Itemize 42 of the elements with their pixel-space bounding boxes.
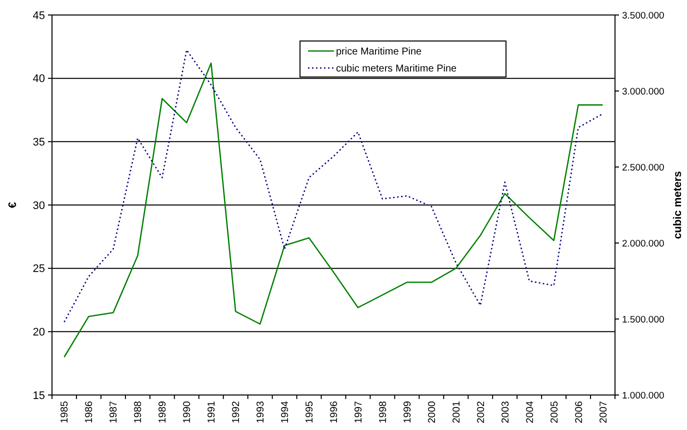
x-tick-label: 2003 <box>500 400 512 424</box>
x-tick-label: 1994 <box>280 400 292 424</box>
line-series <box>64 62 604 358</box>
y-tick-label: 20 <box>32 326 45 339</box>
y-tick-label: 40 <box>32 73 45 86</box>
y2-tick-label: 3.000.000 <box>622 86 664 98</box>
x-tick-label: 2004 <box>524 400 536 424</box>
x-tick-label: 2001 <box>451 400 462 424</box>
x-tick-label: 1992 <box>231 400 242 424</box>
x-tick-label: 1995 <box>304 400 316 424</box>
y2-tick-label: 2.000.000 <box>622 238 664 250</box>
x-tick-label: 2007 <box>598 400 610 424</box>
x-tick-label: 1997 <box>353 400 364 424</box>
y-tick-label: 35 <box>32 136 45 149</box>
legend-label: price Maritime Pine <box>336 46 422 58</box>
x-tick-label: 1993 <box>256 400 267 424</box>
x-tick-label: 1986 <box>84 400 96 424</box>
x-tick-label: 1998 <box>378 400 389 424</box>
y2-tick-label: 1.500.000 <box>622 314 664 326</box>
y2-tick-label: 1.000.000 <box>622 390 664 402</box>
y-tick-label: 45 <box>32 10 45 22</box>
x-tick-label: 1989 <box>158 400 169 424</box>
y2-tick-label: 2.500.000 <box>622 162 664 174</box>
y-tick-label: 30 <box>32 200 45 212</box>
x-tick-label: 1996 <box>329 400 340 424</box>
line-series <box>64 49 604 323</box>
x-tick-label: 1988 <box>133 400 144 424</box>
x-tick-label: 1991 <box>206 400 218 424</box>
y2-axis-title: cubic meters <box>672 171 684 239</box>
y-tick-label: 25 <box>32 263 45 276</box>
x-tick-label: 2002 <box>476 400 487 424</box>
x-tick-label: 1985 <box>60 400 71 424</box>
x-tick-label: 1987 <box>108 400 120 424</box>
y2-tick-label: 3.500.000 <box>622 10 664 22</box>
x-tick-label: 2005 <box>549 400 560 424</box>
y-axis-title: € <box>7 202 19 208</box>
y-tick-label: 15 <box>32 390 45 402</box>
x-tick-label: 2006 <box>574 400 585 424</box>
x-tick-label: 1999 <box>402 400 414 424</box>
legend-label: cubic meters Maritime Pine <box>336 64 458 74</box>
x-tick-label: 1990 <box>182 400 194 424</box>
x-tick-label: 2000 <box>426 400 438 424</box>
